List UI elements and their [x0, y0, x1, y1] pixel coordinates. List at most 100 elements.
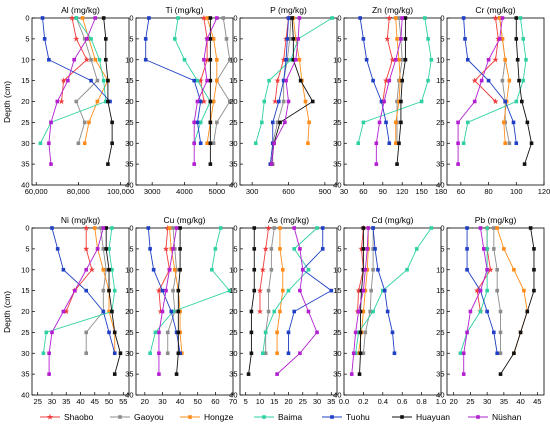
y-tick-label: 15 — [21, 286, 29, 295]
data-point — [486, 57, 491, 62]
data-point — [40, 16, 45, 20]
y-tick-label: 20 — [333, 97, 341, 106]
data-point — [492, 226, 496, 230]
series-line — [457, 17, 503, 165]
data-point — [486, 78, 491, 83]
data-point — [58, 98, 65, 105]
series-huayuan — [246, 226, 257, 376]
data-point — [270, 120, 275, 125]
series-line — [51, 227, 116, 354]
data-point — [463, 37, 467, 41]
data-point — [498, 330, 503, 335]
data-point — [356, 330, 361, 335]
legend-item-baima: Baima — [254, 412, 302, 422]
x-tick-label: 70 — [229, 397, 237, 406]
data-point — [414, 247, 419, 251]
series-line — [193, 17, 218, 165]
y-tick-label: 40 — [333, 391, 341, 400]
data-point — [495, 226, 499, 230]
data-point — [249, 309, 254, 314]
data-point — [249, 351, 254, 356]
legend: Shaobo Gaoyou Hongze Baima Tuohu Huayuan Nüsha… — [40, 412, 522, 422]
data-point — [292, 226, 297, 230]
data-point — [198, 141, 203, 146]
data-point — [110, 226, 114, 230]
x-tick-label: 20 — [450, 397, 458, 406]
data-point — [298, 247, 302, 251]
series-line — [255, 17, 333, 144]
series-nshan — [157, 226, 179, 376]
data-point — [285, 37, 290, 41]
series-nshan — [349, 226, 371, 376]
data-point — [303, 99, 308, 104]
data-point — [349, 372, 354, 376]
data-point — [293, 37, 298, 41]
data-point — [104, 37, 108, 41]
data-point — [465, 330, 469, 335]
data-point — [397, 141, 401, 146]
data-point — [384, 35, 391, 42]
data-point — [500, 16, 505, 20]
data-point — [87, 120, 91, 125]
x-tick-label: 30 — [483, 397, 491, 406]
data-point — [297, 57, 302, 62]
data-point — [107, 267, 111, 272]
data-point — [286, 99, 291, 104]
data-point — [465, 226, 469, 230]
data-point — [286, 330, 291, 335]
y-tick-label: 15 — [333, 286, 341, 295]
x-tick-label: 55 — [119, 397, 127, 406]
series-nshan — [47, 226, 106, 376]
data-point — [351, 351, 356, 356]
data-point — [218, 226, 223, 230]
data-point — [101, 267, 106, 272]
data-point — [148, 247, 152, 251]
data-point — [472, 99, 477, 104]
data-point — [403, 37, 408, 41]
y-tick-label: 0 — [233, 14, 237, 23]
data-point — [176, 288, 181, 293]
data-point — [298, 288, 302, 293]
data-point — [101, 309, 106, 314]
series-baima — [253, 16, 334, 146]
data-point — [151, 267, 156, 272]
data-point — [485, 247, 489, 251]
data-point — [277, 99, 281, 104]
data-point — [252, 247, 257, 251]
data-point — [497, 16, 502, 20]
data-point — [195, 120, 200, 125]
data-point — [221, 16, 226, 20]
series-line — [158, 227, 178, 375]
data-point — [400, 78, 404, 83]
panel-cr: Cr (mg/kg) 0 5 10 15 20 25 30 35 40 60 80 100 120 — [436, 5, 550, 196]
data-point — [384, 120, 388, 125]
data-point — [426, 37, 430, 41]
data-point — [110, 267, 114, 272]
data-point — [498, 372, 503, 376]
x-tick-label: 35 — [327, 397, 335, 406]
data-point — [208, 16, 213, 20]
x-tick-label: 15 — [270, 397, 278, 406]
data-point — [162, 245, 170, 252]
data-point — [289, 57, 293, 62]
data-point — [148, 351, 152, 356]
data-point — [397, 57, 401, 62]
data-point — [371, 267, 375, 272]
data-point — [93, 57, 98, 62]
data-point — [385, 309, 390, 314]
data-point — [97, 57, 102, 62]
data-point — [461, 16, 466, 20]
data-point — [272, 98, 279, 105]
data-point — [286, 288, 291, 293]
data-point — [173, 37, 177, 41]
legend-swatch-marker — [118, 415, 122, 419]
data-point — [291, 57, 296, 62]
legend-label: Shaobo — [64, 412, 94, 422]
y-tick-label: 15 — [125, 76, 133, 85]
data-point — [522, 288, 526, 293]
data-point — [361, 267, 366, 272]
x-tick-label: 45 — [91, 397, 99, 406]
data-point — [41, 351, 46, 356]
data-point — [365, 247, 370, 251]
